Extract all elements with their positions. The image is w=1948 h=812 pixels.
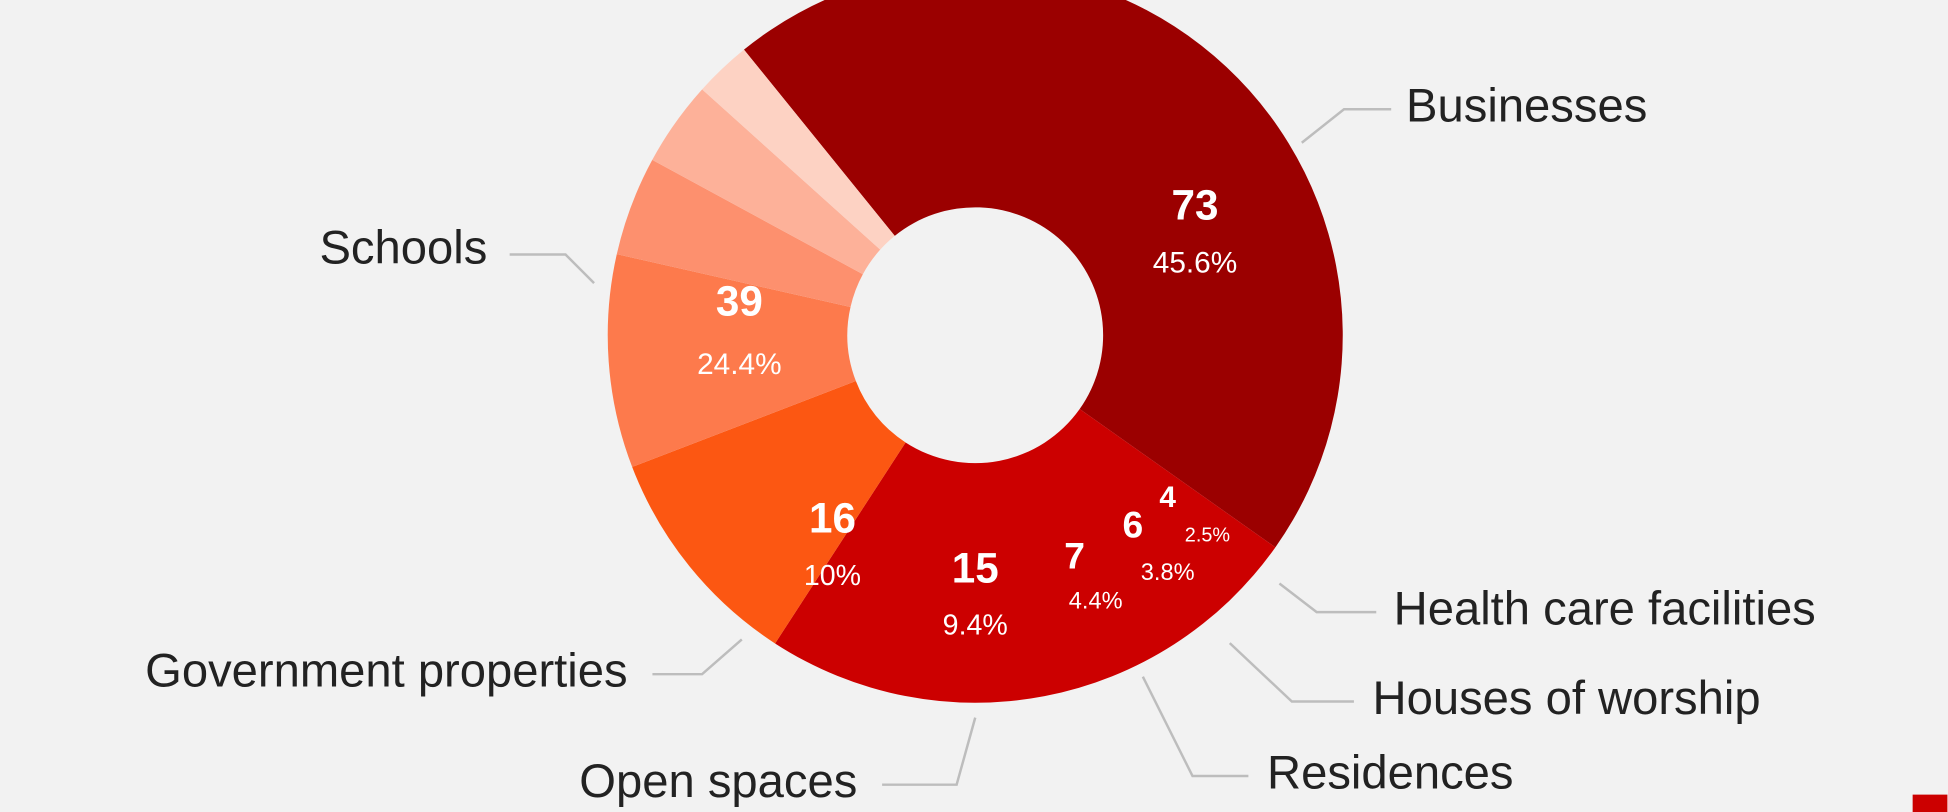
leader-line [652,638,743,676]
percent-label: 24.4% [697,348,781,381]
value-label: 4 [1159,481,1176,514]
value-label: 7 [1064,535,1085,577]
leader-line [509,253,595,284]
category-label: Government properties [145,644,627,697]
percent-label: 10% [804,560,861,592]
category-label: Businesses [1406,79,1647,132]
donut-slice [775,409,1276,703]
value-label: 6 [1123,504,1144,546]
percent-label: 2.5% [1185,525,1230,547]
category-label: Health care facilities [1394,582,1816,635]
percent-label: 4.4% [1069,587,1123,613]
leader-line [1141,676,1249,778]
leader-line [1301,108,1392,144]
donut-slice [652,89,881,275]
leader-line [1278,582,1377,614]
category-label: Houses of worship [1373,671,1761,724]
value-label: 15 [952,544,999,591]
value-label: 73 [1172,182,1219,229]
value-label: 39 [716,277,763,324]
donut-slice [607,254,856,467]
donut-slice [743,0,1343,548]
percent-label: 9.4% [943,610,1008,642]
value-label: 16 [809,495,856,542]
donut-slice [702,49,895,250]
corner-mark [1912,794,1948,812]
donut-slice [632,381,906,644]
percent-label: 45.6% [1153,246,1237,279]
percent-label: 3.8% [1141,559,1195,585]
leader-line [882,717,977,786]
leader-line [1228,642,1354,703]
category-label: Schools [319,220,487,273]
donut-slice [616,159,863,308]
category-label: Residences [1267,745,1513,798]
category-label: Open spaces [579,754,857,807]
